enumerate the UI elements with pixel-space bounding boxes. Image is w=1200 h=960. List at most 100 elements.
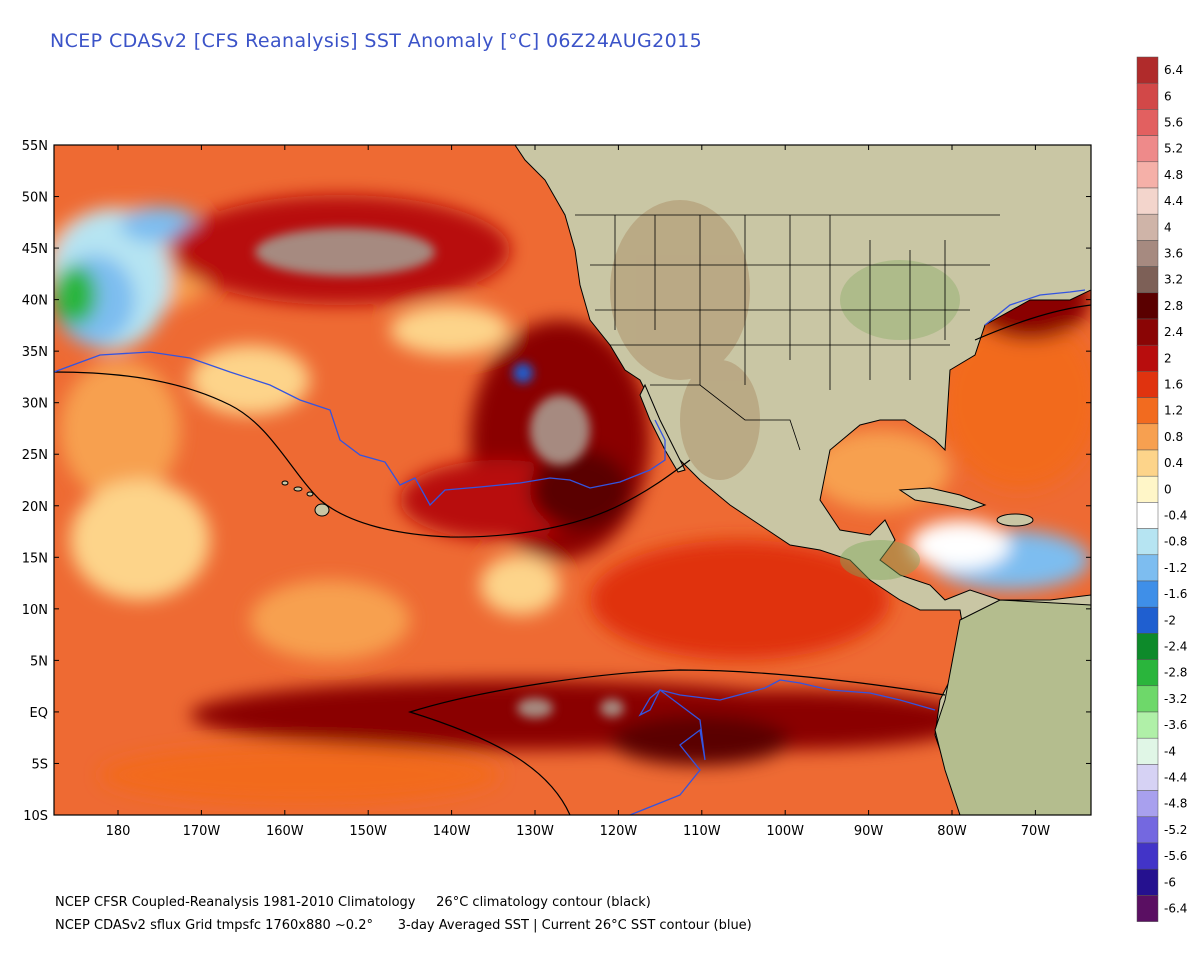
colorbar-swatch <box>1136 161 1159 189</box>
latitude-label: 25N <box>22 448 48 463</box>
colorbar-swatch <box>1136 554 1159 582</box>
colorbar-label: -6 <box>1164 875 1176 889</box>
colorbar-swatch <box>1136 397 1159 425</box>
colorbar-swatch <box>1136 711 1159 739</box>
climatology-26c-contour-atlantic <box>974 304 1091 341</box>
colorbar-swatch <box>1136 266 1159 294</box>
colorbar-swatch <box>1136 685 1159 713</box>
latitude-label: 55N <box>22 139 48 154</box>
colorbar-swatch <box>1136 528 1159 556</box>
longitude-label: 130W <box>516 824 554 839</box>
colorbar-label: 4 <box>1164 220 1172 234</box>
map-plot-area <box>54 145 1091 815</box>
colorbar-label: 2.4 <box>1164 325 1183 339</box>
longitude-label: 150W <box>349 824 387 839</box>
colorbar-swatch <box>1136 292 1159 320</box>
colorbar-label: 4.8 <box>1164 168 1183 182</box>
colorbar-swatch <box>1136 606 1159 634</box>
colorbar-swatch <box>1136 659 1159 687</box>
colorbar-swatch <box>1136 790 1159 818</box>
colorbar-swatch <box>1136 868 1159 896</box>
colorbar-label: 6.4 <box>1164 63 1183 77</box>
longitude-label: 140W <box>433 824 471 839</box>
colorbar-label: 6 <box>1164 89 1172 103</box>
colorbar-label: 3.6 <box>1164 247 1183 261</box>
hispaniola-island <box>996 513 1034 527</box>
hawaii-islands <box>281 480 330 517</box>
colorbar-swatch <box>1136 213 1159 241</box>
colorbar-label: 4.4 <box>1164 194 1183 208</box>
colorbar-label: -2 <box>1164 613 1176 627</box>
anomaly-field-blobs <box>54 195 1091 805</box>
colorbar-swatch <box>1136 423 1159 451</box>
longitude-label: 90W <box>854 824 884 839</box>
longitude-label: 120W <box>600 824 638 839</box>
colorbar-label: -3.6 <box>1164 718 1187 732</box>
longitude-axis: 180 170W 160W 150W 140W 130W 120W 110W 100W 90W 80… <box>106 145 1051 839</box>
colorbar-swatch <box>1136 764 1159 791</box>
colorbar-label: 0 <box>1164 482 1172 496</box>
latitude-axis: 55N 50N 45N 40N 35N 30N 25N 20N 15N 10N 5N EQ 5S 10S <box>22 139 1091 824</box>
climatology-26c-contour-south <box>407 669 946 815</box>
colorbar-label: -6.4 <box>1164 902 1187 916</box>
longitude-label: 100W <box>766 824 804 839</box>
colorbar-label: -3.2 <box>1164 692 1187 706</box>
colorbar-label: -5.6 <box>1164 849 1187 863</box>
colorbar-label: -0.4 <box>1164 509 1187 523</box>
colorbar-label: -1.6 <box>1164 587 1187 601</box>
colorbar-swatch <box>1136 449 1159 477</box>
colorbar-swatch <box>1136 580 1159 608</box>
colorbar-swatch <box>1136 737 1159 765</box>
colorbar-label: -2.8 <box>1164 666 1187 680</box>
footer-line-climatology: NCEP CFSR Coupled-Reanalysis 1981-2010 C… <box>55 895 651 910</box>
longitude-label: 70W <box>1021 824 1051 839</box>
map-frame <box>53 144 1092 816</box>
longitude-label: 80W <box>937 824 967 839</box>
longitude-label: 110W <box>683 824 721 839</box>
longitude-label: 180 <box>106 824 131 839</box>
latitude-label: EQ <box>30 706 48 721</box>
colorbar-swatch <box>1136 633 1159 660</box>
latitude-label: 20N <box>22 500 48 515</box>
colorbar-label: -5.2 <box>1164 823 1187 837</box>
colorbar-label: 2 <box>1164 351 1172 365</box>
colorbar-label: 5.6 <box>1164 116 1183 130</box>
colorbar-swatch <box>1136 371 1159 398</box>
colorbar-swatch <box>1136 109 1159 136</box>
colorbar-swatch <box>1136 816 1159 844</box>
cuba-island <box>898 487 987 511</box>
colorbar-swatch <box>1136 502 1159 529</box>
colorbar-swatch <box>1136 82 1159 110</box>
colorbar-label: -0.8 <box>1164 535 1187 549</box>
colorbar-swatch <box>1136 135 1159 163</box>
latitude-label: 15N <box>22 551 48 566</box>
colorbar-swatch <box>1136 318 1159 346</box>
colorbar-label: -1.2 <box>1164 561 1187 575</box>
colorbar-swatch <box>1136 344 1159 372</box>
current-26c-contour-south <box>629 679 936 815</box>
colorbar-label: 0.4 <box>1164 456 1183 470</box>
footer-line-source: NCEP CDASv2 sflux Grid tmpsfc 1760x880 ~… <box>55 918 752 933</box>
colorbar-label: 3.2 <box>1164 273 1183 287</box>
latitude-label: 40N <box>22 294 48 309</box>
colorbar-label: 0.8 <box>1164 430 1183 444</box>
colorbar-legend: 6.4 6 5.6 5.2 4.8 4.4 4 3.6 3.2 2.8 2.4 2 1.6 1.2 0.8 0… <box>1136 56 1187 922</box>
latitude-label: 35N <box>22 345 48 360</box>
map-title: NCEP CDASv2 [CFS Reanalysis] SST Anomaly… <box>50 30 703 52</box>
south-america-landmass <box>934 599 1091 815</box>
colorbar-swatch <box>1136 475 1159 503</box>
current-26c-contour <box>54 351 666 507</box>
latitude-label: 10S <box>23 809 48 824</box>
baja-peninsula <box>639 383 686 473</box>
longitude-label: 170W <box>183 824 221 839</box>
colorbar-label: -2.4 <box>1164 640 1187 654</box>
current-26c-contour-atlantic <box>984 289 1086 326</box>
colorbar-swatch <box>1136 56 1159 84</box>
political-borders <box>575 214 1000 451</box>
colorbar-label: 2.8 <box>1164 299 1183 313</box>
latitude-label: 45N <box>22 242 48 257</box>
latitude-label: 50N <box>22 191 48 206</box>
colorbar-label: -4.4 <box>1164 771 1187 785</box>
colorbar-label: 1.2 <box>1164 404 1183 418</box>
